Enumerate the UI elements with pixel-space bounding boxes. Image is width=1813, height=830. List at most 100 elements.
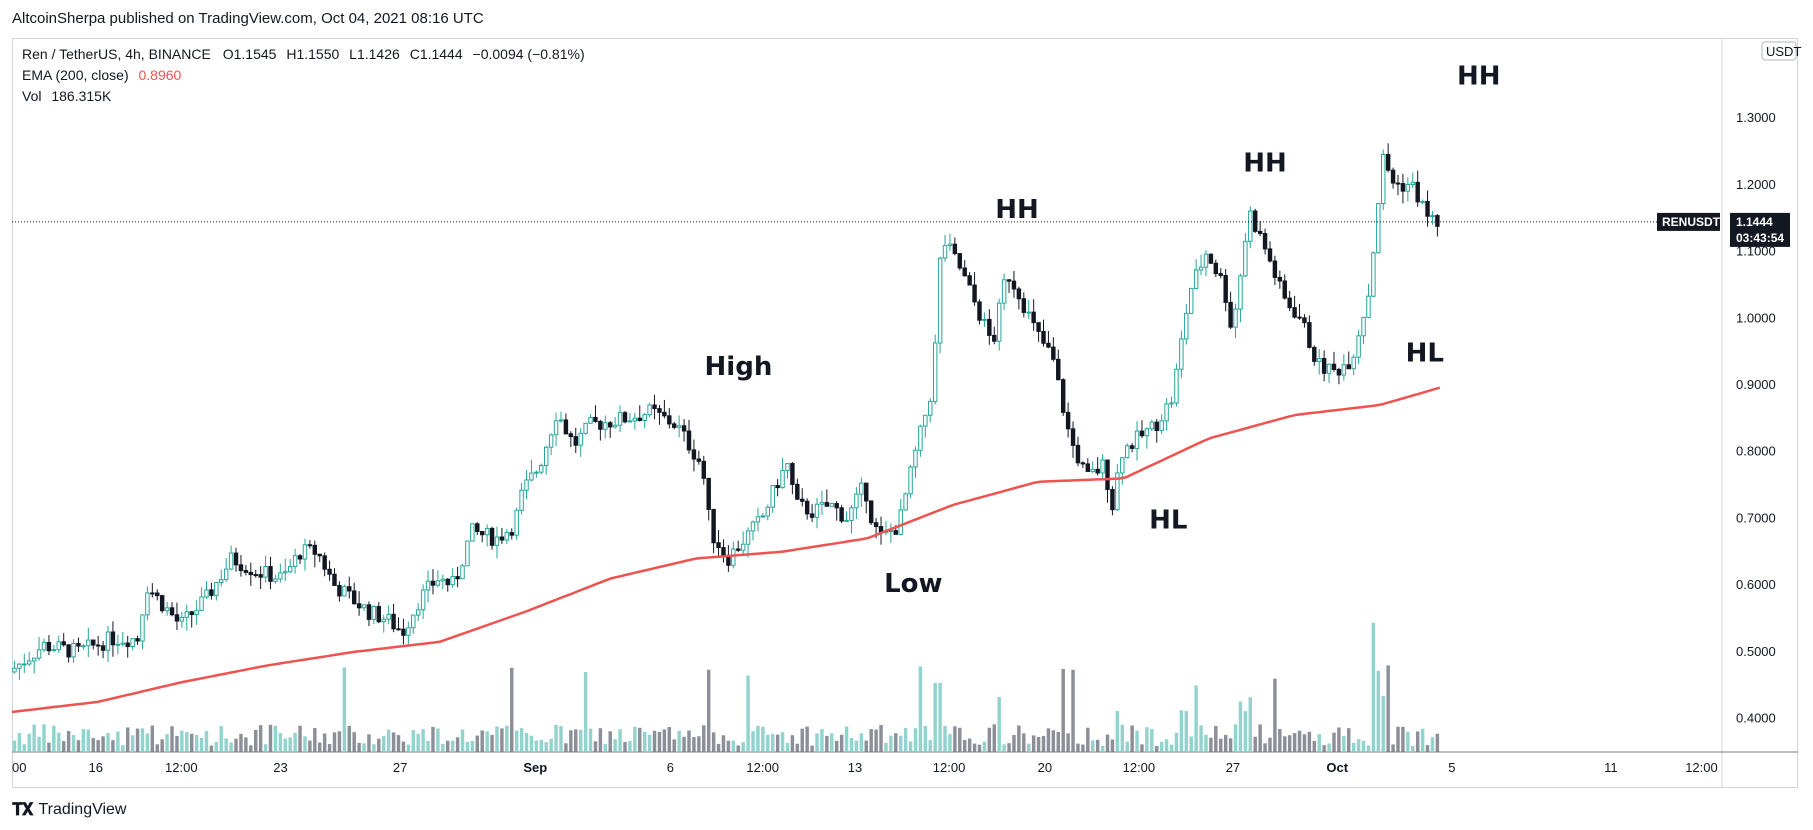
candle[interactable] <box>996 302 1002 342</box>
candle[interactable] <box>1356 335 1361 358</box>
candle[interactable] <box>86 639 91 647</box>
candle[interactable] <box>632 417 638 422</box>
candle[interactable] <box>322 555 327 570</box>
candle[interactable] <box>893 530 899 535</box>
candle[interactable] <box>145 592 150 616</box>
candle[interactable] <box>800 498 805 502</box>
candle[interactable] <box>179 616 185 622</box>
candle[interactable] <box>1292 307 1297 318</box>
candle[interactable] <box>898 509 903 535</box>
candle[interactable] <box>849 507 854 521</box>
candle[interactable] <box>962 267 967 277</box>
candle[interactable] <box>435 580 441 586</box>
candle[interactable] <box>1095 468 1100 474</box>
candle[interactable] <box>494 536 500 546</box>
candle[interactable] <box>1129 445 1135 449</box>
candle[interactable] <box>809 513 815 518</box>
candle[interactable] <box>248 571 254 576</box>
candle[interactable] <box>1400 183 1406 192</box>
candle[interactable] <box>1198 266 1204 271</box>
candle[interactable] <box>1385 153 1391 171</box>
candle[interactable] <box>686 430 692 451</box>
candle[interactable] <box>992 334 997 342</box>
candle[interactable] <box>952 243 958 255</box>
candle[interactable] <box>740 543 746 551</box>
candle[interactable] <box>455 576 460 580</box>
candle[interactable] <box>130 638 135 648</box>
candle[interactable] <box>465 540 470 567</box>
candle[interactable] <box>1218 273 1223 276</box>
candle[interactable] <box>1346 364 1351 370</box>
candle[interactable] <box>56 641 61 651</box>
candle[interactable] <box>332 573 337 586</box>
candle[interactable] <box>1277 276 1283 282</box>
candle[interactable] <box>1321 358 1327 374</box>
candle[interactable] <box>765 506 770 517</box>
candle[interactable] <box>1336 368 1342 376</box>
candle[interactable] <box>307 544 313 547</box>
candle[interactable] <box>489 527 495 546</box>
candle[interactable] <box>524 479 529 491</box>
candle[interactable] <box>1405 184 1411 192</box>
candle[interactable] <box>415 609 421 616</box>
candle[interactable] <box>834 503 839 509</box>
candle[interactable] <box>263 565 268 578</box>
candle[interactable] <box>1090 468 1095 472</box>
candle[interactable] <box>317 553 322 557</box>
candle[interactable] <box>1011 280 1017 290</box>
candle[interactable] <box>1110 488 1115 511</box>
candle[interactable] <box>430 580 436 586</box>
candle[interactable] <box>1316 358 1322 362</box>
candle[interactable] <box>1366 295 1371 318</box>
candle[interactable] <box>873 522 879 528</box>
candle[interactable] <box>391 613 396 630</box>
candle[interactable] <box>1307 322 1312 348</box>
candle[interactable] <box>711 508 716 544</box>
candle[interactable] <box>868 500 874 524</box>
candle[interactable] <box>27 660 32 665</box>
candle[interactable] <box>1026 311 1031 314</box>
candle[interactable] <box>1188 287 1194 314</box>
candle[interactable] <box>928 400 933 416</box>
candle[interactable] <box>327 568 332 575</box>
candle[interactable] <box>199 596 204 611</box>
candle[interactable] <box>583 422 588 434</box>
candle[interactable] <box>814 503 820 518</box>
candle[interactable] <box>819 502 825 505</box>
candle[interactable] <box>672 423 677 428</box>
candle[interactable] <box>662 411 667 417</box>
candle[interactable] <box>1154 421 1159 431</box>
candle[interactable] <box>278 572 283 580</box>
candle[interactable] <box>824 502 830 507</box>
candle[interactable] <box>967 275 972 286</box>
candle[interactable] <box>401 628 406 636</box>
candle[interactable] <box>347 586 352 592</box>
candle[interactable] <box>36 649 42 659</box>
candle[interactable] <box>509 532 514 536</box>
candle[interactable] <box>159 595 165 612</box>
candle[interactable] <box>243 570 249 573</box>
candle[interactable] <box>76 642 81 647</box>
candle[interactable] <box>854 493 859 509</box>
candle[interactable] <box>214 581 219 596</box>
candle[interactable] <box>1085 463 1091 472</box>
candle[interactable] <box>66 644 71 658</box>
candle[interactable] <box>829 503 835 507</box>
candle[interactable] <box>425 580 431 591</box>
candle[interactable] <box>194 609 199 616</box>
candle[interactable] <box>460 565 465 580</box>
candle[interactable] <box>95 644 101 647</box>
candle[interactable] <box>450 576 455 586</box>
candle[interactable] <box>1326 363 1332 374</box>
candle[interactable] <box>120 642 126 645</box>
candle[interactable] <box>1051 346 1056 360</box>
candle[interactable] <box>470 523 475 542</box>
candle[interactable] <box>539 464 544 473</box>
candle[interactable] <box>1233 308 1238 328</box>
legend-vol-label[interactable]: Vol <box>22 88 42 104</box>
candle[interactable] <box>1174 368 1179 404</box>
candle[interactable] <box>1351 356 1356 370</box>
candle[interactable] <box>1203 253 1209 268</box>
candle[interactable] <box>386 613 391 620</box>
